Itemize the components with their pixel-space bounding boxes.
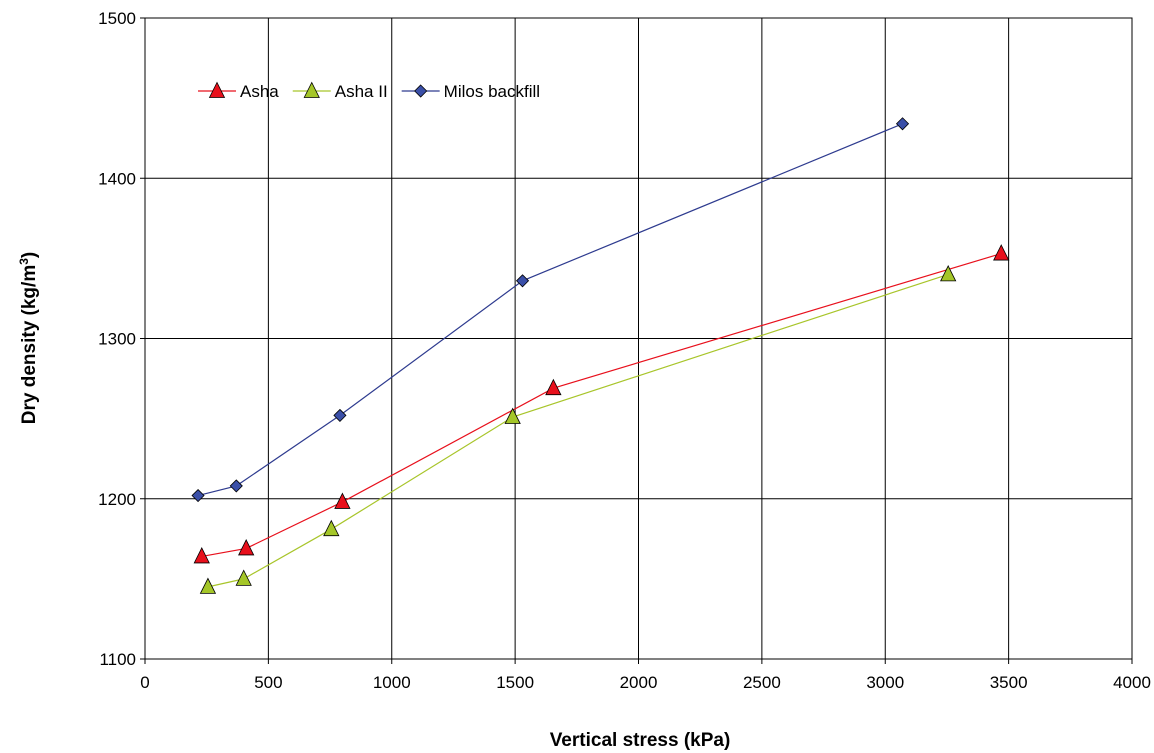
y-tick-label: 1400: [98, 169, 136, 188]
x-tick-label: 2500: [743, 673, 781, 692]
data-point-milos-backfill: [515, 274, 530, 288]
data-point-asha-ii: [323, 519, 340, 537]
series-milos-backfill: [191, 117, 910, 503]
series-asha-ii: [199, 265, 957, 594]
data-point-asha: [193, 547, 210, 564]
series-line-asha: [201, 252, 1002, 558]
x-tick-label: 500: [254, 673, 282, 692]
y-tick-label: 1100: [99, 650, 136, 669]
x-tick-label: 4000: [1113, 673, 1151, 692]
legend-item-asha-ii: Asha II: [292, 81, 388, 101]
data-point-asha-ii: [199, 577, 217, 594]
legend-label: Asha II: [335, 82, 388, 101]
x-tick-label: 2000: [620, 673, 658, 692]
data-point-asha-ii: [940, 265, 957, 282]
y-axis-title-main: Dry density (kg/m: [19, 265, 40, 424]
y-axis: 1100 1200 1300 1400 1500: [98, 9, 145, 669]
legend-item-asha: Asha: [198, 81, 279, 101]
x-axis-title: Vertical stress (kPa): [550, 730, 731, 751]
y-axis-title-superscript: 3: [17, 258, 31, 265]
legend-label: Milos backfill: [444, 82, 540, 101]
x-tick-label: 3000: [866, 673, 904, 692]
series-line-asha-ii: [207, 273, 949, 588]
series-asha: [193, 244, 1010, 564]
data-point-asha: [545, 378, 562, 396]
legend-marker: [414, 84, 428, 98]
series-line-milos-backfill: [197, 123, 903, 497]
legend-label: Asha: [240, 82, 279, 101]
data-point-milos-backfill: [191, 488, 205, 503]
x-tick-label: 1000: [373, 673, 411, 692]
y-tick-label: 1300: [98, 330, 136, 349]
y-tick-label: 1200: [98, 490, 136, 509]
data-point-asha-ii: [235, 569, 252, 586]
legend: Asha Asha II Milos backfill: [198, 81, 540, 101]
x-tick-label: 0: [140, 673, 149, 692]
y-axis-title-tail: ): [19, 252, 40, 258]
data-point-asha: [993, 244, 1010, 261]
x-axis: 0 500 1000 1500 2000 2500 3000 3500 4000: [140, 659, 1151, 692]
series-layer: [191, 117, 1010, 594]
y-axis-title: Dry density (kg/m3): [17, 252, 40, 424]
grid: [144, 17, 1133, 660]
y-tick-label: 1500: [98, 9, 136, 28]
legend-marker: [208, 81, 226, 98]
data-point-asha-ii: [504, 407, 521, 424]
data-point-milos-backfill: [229, 479, 243, 493]
x-tick-label: 1500: [496, 673, 534, 692]
data-point-asha: [334, 492, 351, 509]
legend-marker: [303, 81, 320, 98]
data-point-milos-backfill: [333, 408, 347, 422]
data-point-asha: [238, 539, 255, 556]
data-point-milos-backfill: [895, 117, 910, 131]
legend-item-milos-backfill: Milos backfill: [401, 82, 540, 101]
x-tick-label: 3500: [990, 673, 1028, 692]
